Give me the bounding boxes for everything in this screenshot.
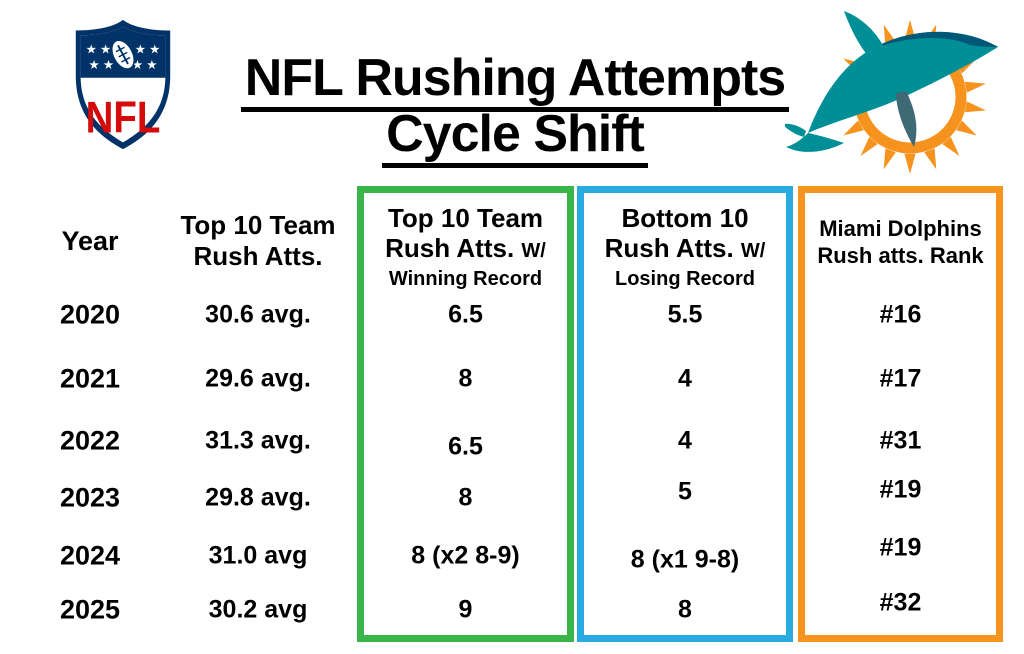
rank-cell: #31 [879,426,922,455]
nfl-letters: NFL [86,92,161,142]
title-text-2: Cycle Shift [382,108,648,168]
svg-text:★: ★ [146,57,157,72]
losing-cell: 5.5 [667,300,703,329]
winning-cell: 8 [458,483,473,512]
column-header-winning: Top 10 Team Rush Atts. W/ Winning Record [364,203,567,293]
header-text: Rush Atts. W/ [604,233,766,263]
winning-record-box [357,186,574,642]
header-text: Losing Record [614,268,755,290]
header-text: Rush Atts. W/ [385,233,546,263]
nfl-logo: ★ ★ ★ ★ ★ ★ ★ ★ NFL [75,19,171,150]
column-header-top10: Top 10 Team Rush Atts. [158,210,358,272]
page-title-line2: Cycle Shift [150,108,880,168]
winning-cell: 9 [458,595,473,624]
year-cell: 2024 [59,540,121,571]
svg-text:★: ★ [88,57,99,72]
svg-text:★: ★ [149,42,160,57]
page-title-line1: NFL Rushing Attempts [150,52,880,112]
losing-cell: 8 (x1 9-8) [630,545,740,574]
top10-cell: 30.6 avg. [205,300,311,329]
year-cell: 2020 [59,299,121,330]
losing-cell: 8 [678,595,692,624]
losing-cell: 5 [678,477,692,506]
losing-cell: 4 [678,426,692,455]
title-text-1: NFL Rushing Attempts [240,52,790,112]
rank-cell: #32 [879,588,922,617]
svg-text:★: ★ [103,57,114,72]
year-cell: 2022 [59,425,121,456]
winning-cell: 6.5 [448,432,483,461]
dolphin-icon [785,11,998,152]
column-header-losing: Bottom 10 Rush Atts. W/ Losing Record [584,203,786,293]
svg-text:★: ★ [100,42,111,57]
year-cell: 2025 [59,594,121,625]
year-cell: 2023 [59,482,121,513]
header-text: Rush atts. Rank [817,243,984,268]
winning-cell: 8 (x2 8-9) [411,541,520,570]
header-text: Top 10 Team [180,210,336,240]
dolphins-rank-box [798,186,1003,642]
rank-cell: #19 [879,533,922,562]
losing-cell: 4 [678,364,692,393]
header-text: Top 10 Team [387,203,544,233]
header-text: Bottom 10 [621,203,749,233]
rank-cell: #16 [879,300,922,329]
football-icon [111,39,135,70]
top10-cell: 30.2 avg [208,595,308,624]
losing-record-box [577,186,793,642]
year-cell: 2021 [59,363,121,394]
winning-cell: 6.5 [448,300,483,329]
nfl-stars: ★ ★ ★ ★ ★ ★ ★ ★ [86,42,161,72]
svg-text:★: ★ [132,57,143,72]
top10-cell: 29.8 avg. [205,483,311,512]
top10-cell: 29.6 avg. [205,364,311,393]
top10-cell: 31.3 avg. [205,426,311,455]
rank-cell: #17 [879,364,922,393]
rank-cell: #19 [879,475,922,504]
header-text: Winning Record [388,268,543,290]
header-text: Miami Dolphins [819,216,982,241]
winning-cell: 8 [458,364,473,393]
header-text: Year [61,226,119,256]
header-text: Rush Atts. [193,241,323,271]
svg-text:★: ★ [135,42,146,57]
miami-dolphins-logo [785,11,998,174]
top10-cell: 31.0 avg [208,541,308,570]
column-header-dolphins-rank: Miami Dolphins Rush atts. Rank [805,215,996,269]
column-header-year: Year [40,226,140,257]
svg-text:★: ★ [86,42,97,57]
